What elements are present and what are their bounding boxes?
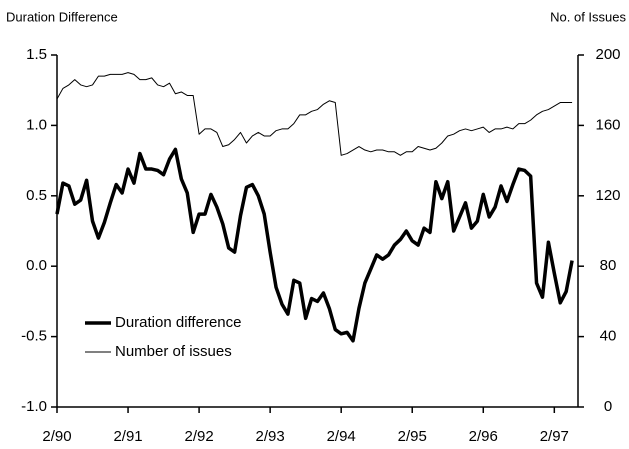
y2-tick-label: 200 bbox=[595, 46, 620, 63]
y2-tick-label: 40 bbox=[600, 328, 617, 345]
y-axis-label: Duration Difference bbox=[6, 9, 118, 24]
y-tick-label: -0.5 bbox=[21, 328, 47, 345]
y-tick-label: 0.5 bbox=[26, 187, 47, 204]
y-tick-label: 1.0 bbox=[26, 116, 47, 133]
y2-tick-label: 80 bbox=[600, 257, 617, 274]
x-tick-label: 2/90 bbox=[42, 428, 71, 445]
x-tick-label: 2/95 bbox=[398, 428, 427, 445]
series-line bbox=[56, 72, 573, 156]
y2-tick-label: 0 bbox=[604, 398, 612, 415]
x-tick-label: 2/97 bbox=[540, 428, 569, 445]
y-tick-label: -1.0 bbox=[21, 398, 47, 415]
y2-tick-label: 160 bbox=[595, 116, 620, 133]
series-line bbox=[55, 147, 574, 343]
x-tick-label: 2/92 bbox=[184, 428, 213, 445]
legend-label: Number of issues bbox=[115, 343, 232, 360]
x-tick-label: 2/91 bbox=[113, 428, 142, 445]
legend-label: Duration difference bbox=[115, 314, 241, 331]
x-tick-label: 2/94 bbox=[327, 428, 356, 445]
y-tick-label: 0.0 bbox=[26, 257, 47, 274]
x-tick-label: 2/93 bbox=[256, 428, 285, 445]
y2-tick-label: 120 bbox=[595, 187, 620, 204]
x-tick-label: 2/96 bbox=[469, 428, 498, 445]
y2-axis-label: No. of Issues bbox=[550, 9, 626, 24]
y-tick-label: 1.5 bbox=[26, 46, 47, 63]
